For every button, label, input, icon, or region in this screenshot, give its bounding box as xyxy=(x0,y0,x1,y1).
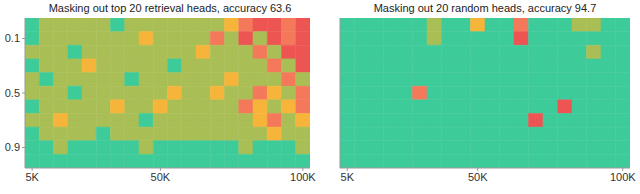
svg-text:5K: 5K xyxy=(25,171,39,183)
svg-text:50K: 50K xyxy=(151,171,171,183)
svg-text:5K: 5K xyxy=(341,171,355,183)
svg-text:0.1: 0.1 xyxy=(8,32,20,44)
svg-text:0.5: 0.5 xyxy=(8,87,20,99)
html-text:Masking out top 20 retrieval h: Masking out top 20 retrieval heads, accu… xyxy=(48,2,292,14)
svg-text:0.9: 0.9 xyxy=(8,141,20,153)
html-text:Masking out 20 random heads, a: Masking out 20 random heads, accuracy 94… xyxy=(373,2,597,14)
svg-text:100K: 100K xyxy=(610,171,632,183)
svg-text:100K: 100K xyxy=(290,171,316,183)
svg-text:50K: 50K xyxy=(468,171,488,183)
